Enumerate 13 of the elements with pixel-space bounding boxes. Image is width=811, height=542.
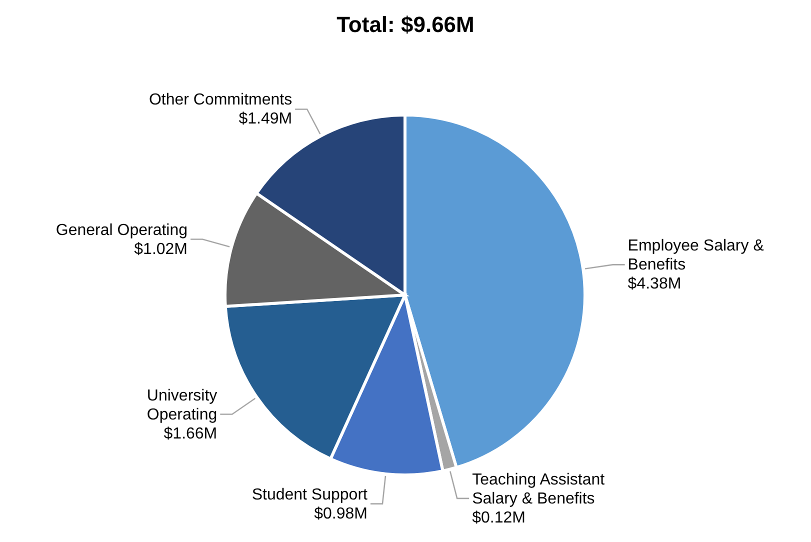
slice-label: Employee Salary & Benefits bbox=[628, 237, 764, 274]
slice-label: Teaching Assistant Salary & Benefits bbox=[472, 470, 606, 507]
slice-label: Other Commitments bbox=[148, 91, 292, 108]
data-label: $0.12M bbox=[472, 508, 526, 526]
data-label: $1.49M bbox=[238, 110, 292, 128]
data-label: $4.38M bbox=[628, 275, 682, 292]
chart-title: Total: $9.66M bbox=[336, 11, 476, 39]
data-label: $1.02M bbox=[134, 240, 188, 258]
slice-label: General Operating bbox=[56, 221, 188, 238]
data-label: $0.98M bbox=[314, 504, 368, 522]
slice-label: University Operating bbox=[146, 386, 218, 423]
slice-label: Student Support bbox=[252, 486, 368, 503]
data-label: $1.66M bbox=[164, 424, 218, 442]
